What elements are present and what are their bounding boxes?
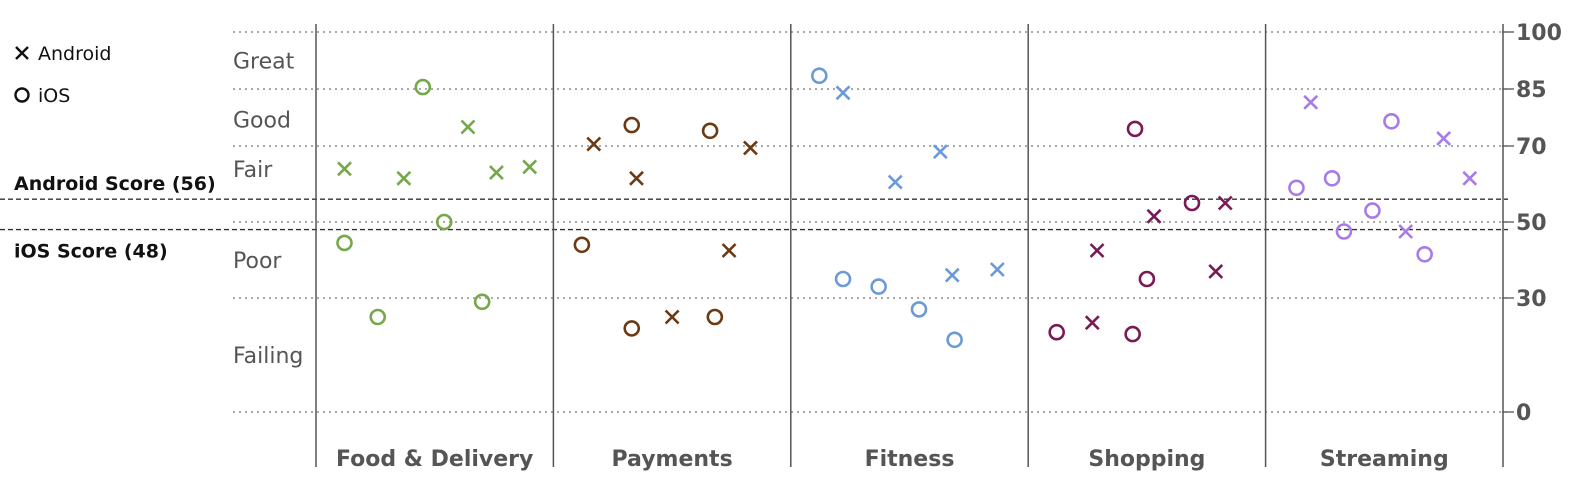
y-tick-label: 100 [1516, 21, 1562, 46]
ios-point [623, 116, 641, 134]
y-tick-label: 85 [1516, 78, 1547, 103]
ios-point [435, 213, 453, 231]
ios-point [910, 301, 928, 318]
ios-point [1124, 325, 1141, 343]
band-label: Poor [233, 249, 282, 274]
ios-point [1126, 120, 1144, 138]
android-point [664, 309, 680, 325]
android-point [1436, 130, 1452, 146]
ios-point [1323, 170, 1341, 187]
category-label: Payments [612, 447, 733, 472]
android-point [460, 119, 476, 135]
ios-point [1383, 113, 1400, 130]
android-point [489, 165, 504, 181]
android-point [396, 170, 412, 186]
ios-point [1183, 194, 1201, 212]
band-labels: Great Good Fair Poor Failing [233, 50, 303, 370]
android-point [743, 140, 758, 156]
android-point [944, 267, 960, 283]
category-label: Fitness [865, 447, 955, 472]
ios-point [414, 78, 432, 96]
android-point [586, 136, 602, 152]
android-point [1208, 263, 1224, 279]
grid-lines [233, 31, 1508, 413]
android-point [1146, 208, 1162, 224]
ios-point [336, 234, 353, 252]
band-label: Great [233, 50, 295, 75]
category-labels: Food & Delivery Payments Fitness Shopping St… [336, 447, 1449, 472]
android-point [887, 174, 903, 190]
ios-point [810, 67, 828, 84]
legend-item: Android [15, 43, 111, 65]
android-point [1084, 315, 1100, 331]
category-label: Food & Delivery [336, 447, 533, 472]
legend-circle-marker [14, 87, 30, 103]
ios-point [1138, 270, 1156, 288]
ios-point [1335, 223, 1353, 240]
y-tick-label: 70 [1516, 135, 1547, 160]
ios-point [473, 293, 491, 311]
legend-item: iOS [14, 85, 70, 107]
category-dividers [315, 24, 1504, 467]
ios-point [706, 308, 724, 326]
android-point [835, 85, 851, 101]
category-label: Streaming [1320, 447, 1449, 472]
ios-point [1288, 179, 1305, 197]
android-point [932, 144, 948, 160]
y-tick-label: 0 [1516, 401, 1531, 426]
android-point [522, 159, 538, 175]
band-label: Fair [233, 158, 273, 183]
band-label: Good [233, 108, 291, 133]
y-tick-label: 30 [1516, 287, 1547, 312]
android-point [721, 243, 737, 258]
ios-point [834, 270, 852, 288]
ios-point [1416, 246, 1433, 263]
y-axis-ticks: 100 85 70 50 30 0 [1502, 21, 1562, 426]
ios-point [946, 331, 963, 349]
android-point [989, 262, 1005, 277]
android-point [1398, 224, 1414, 239]
reference-line-label: iOS Score (48) [14, 241, 168, 263]
ios-point [623, 320, 641, 337]
ios-point [573, 236, 591, 254]
android-point [1089, 243, 1105, 258]
legend-label: iOS [38, 85, 70, 107]
ios-point [369, 308, 387, 326]
android-point [1462, 170, 1478, 186]
y-tick-label: 50 [1516, 211, 1547, 236]
data-points [336, 67, 1478, 349]
ios-point [870, 278, 887, 295]
ios-point [701, 122, 719, 140]
category-label: Shopping [1088, 447, 1205, 472]
reference-lines: Android Score (56) iOS Score (48) [0, 173, 1508, 263]
android-point [337, 161, 352, 177]
band-label: Failing [233, 344, 303, 369]
android-point [1303, 94, 1319, 110]
ios-point [1364, 202, 1381, 219]
android-point [1217, 195, 1233, 211]
reference-line-label: Android Score (56) [14, 173, 216, 195]
android-point [629, 170, 644, 186]
legend: Android iOS [14, 43, 111, 107]
ios-point [1048, 323, 1065, 341]
legend-label: Android [38, 43, 111, 65]
